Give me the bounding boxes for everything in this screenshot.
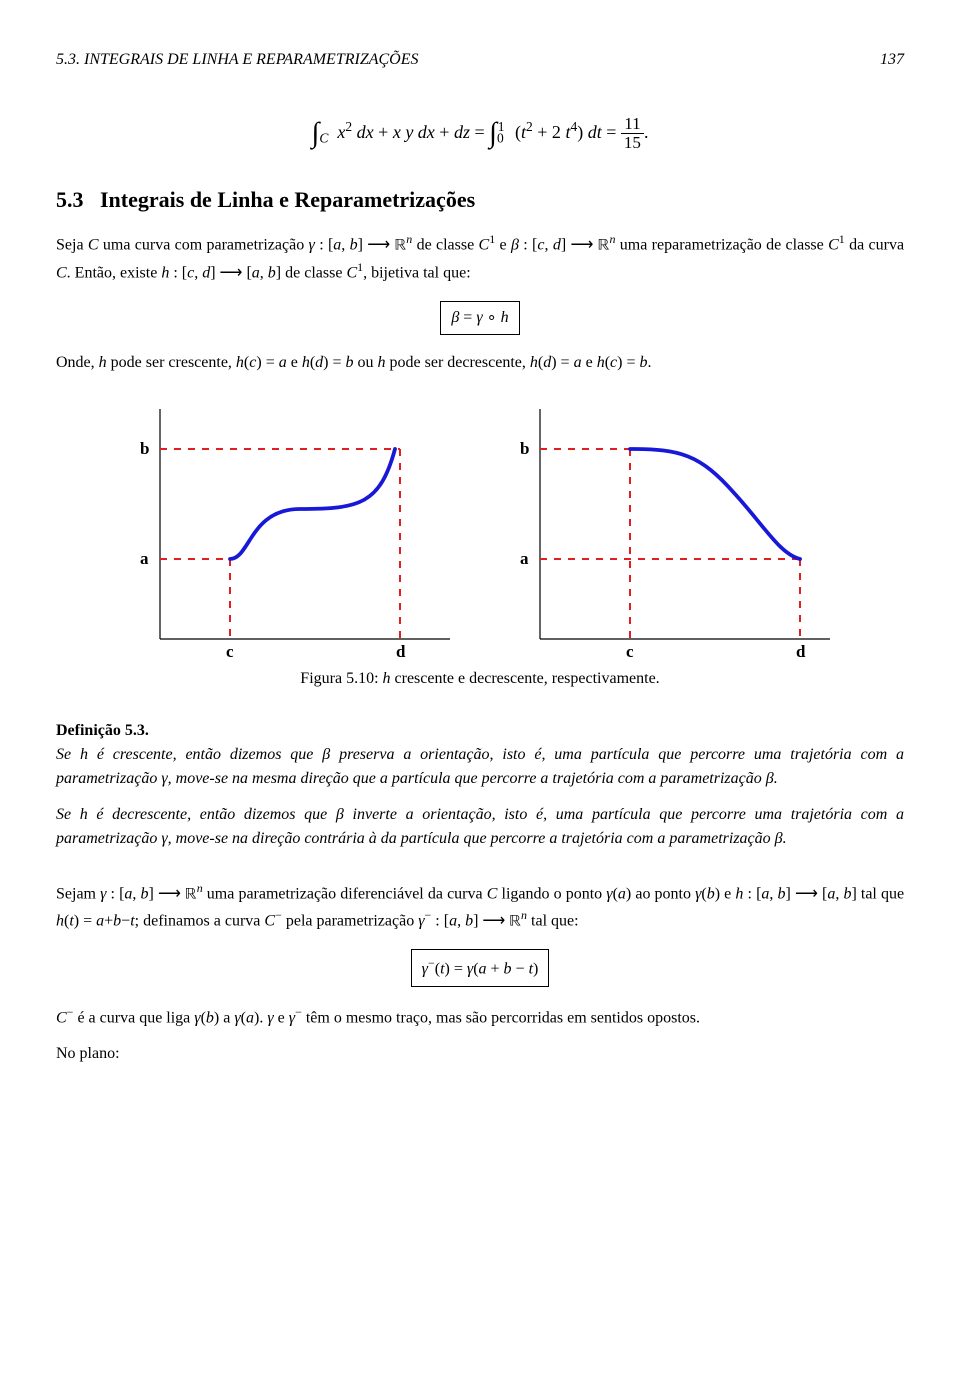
svg-text:b: b: [140, 439, 149, 458]
section-number: 5.3: [56, 187, 84, 212]
svg-text:b: b: [520, 439, 529, 458]
definition-part2: Se h é decrescente, então dizemos que β …: [56, 806, 904, 847]
paragraph-onde: Onde, h pode ser crescente, h(c) = a e h…: [56, 351, 904, 375]
svg-text:a: a: [520, 549, 529, 568]
boxed-eq-beta: β = γ ∘ h: [56, 297, 904, 339]
figure-increasing: b a c d: [120, 399, 460, 659]
section-title: Integrais de Linha e Reparametrizações: [100, 187, 475, 212]
equation-integral: ∫C x2 dx + x y dx + dz = ∫01 (t2 + 2 t4)…: [56, 108, 904, 153]
svg-text:c: c: [226, 642, 234, 659]
definition-part2-wrap: Se h é decrescente, então dizemos que β …: [56, 803, 904, 851]
svg-text:d: d: [796, 642, 806, 659]
svg-text:a: a: [140, 549, 149, 568]
figure-caption: Figura 5.10: h h crescente e decrescente…: [56, 667, 904, 691]
definition-block: Definição 5.3. Se h é crescente, então d…: [56, 719, 904, 791]
section-heading: 5.3 Integrais de Linha e Reparametrizaçõ…: [56, 183, 904, 216]
definition-head: Definição 5.3.: [56, 722, 149, 739]
svg-text:c: c: [626, 642, 634, 659]
figure-decreasing: b a c d: [500, 399, 840, 659]
header-left: 5.3. INTEGRAIS DE LINHA E REPARAMETRIZAÇ…: [56, 48, 419, 72]
page-header: 5.3. INTEGRAIS DE LINHA E REPARAMETRIZAÇ…: [56, 48, 904, 72]
paragraph-cminus: C− é a curva que liga γ(b) a γ(a). γ e γ…: [56, 1003, 904, 1030]
svg-text:d: d: [396, 642, 406, 659]
definition-part1: Se h é crescente, então dizemos que β pr…: [56, 746, 904, 787]
paragraph-intro: Seja C uma curva com parametrização γ : …: [56, 230, 904, 285]
figure-pair: b a c d b a c d: [56, 399, 904, 659]
paragraph-sejam: Sejam γ : [a, b] ⟶ ℝn uma parametrização…: [56, 879, 904, 934]
paragraph-no-plano: No plano:: [56, 1042, 904, 1066]
boxed-eq-gamma-minus: γ−(t) = γ(a + b − t): [56, 945, 904, 990]
header-page-number: 137: [880, 48, 904, 72]
